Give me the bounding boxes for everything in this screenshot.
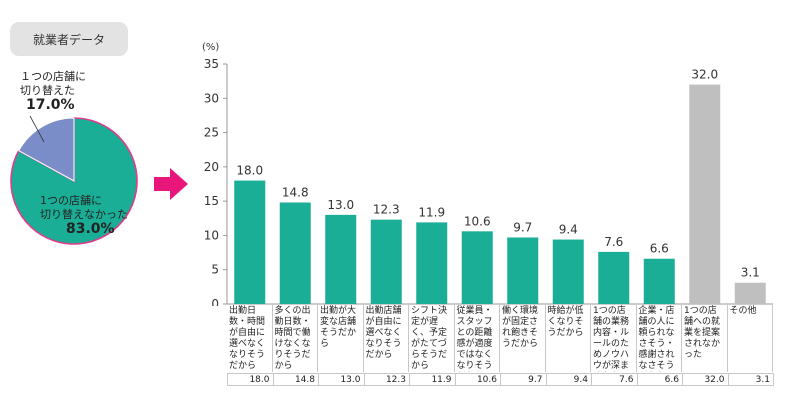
bar-data-label: 7.6 [604, 235, 623, 249]
table-value-cell: 6.6 [637, 373, 683, 386]
table-value-cell: 3.1 [728, 373, 774, 386]
pie-label-switched: １つの店舗に 切り替えた 17.0% [20, 70, 86, 112]
pie-label-not-switched-line1: 1つの店舗に [40, 194, 102, 207]
pie-slice-switched [18, 117, 75, 182]
category-label-row: 出勤日数・時間が自由に選べなくなりそうだから 多くの出勤日数・時間で働けなくなりそ… [227, 304, 773, 372]
x-category-label: 時給が低くなりそうだから [546, 304, 591, 372]
y-tick-label: 0 [211, 297, 219, 306]
y-tick-label: 5 [211, 263, 219, 277]
value-table-row: 18.0 14.8 13.0 12.3 11.9 10.6 9.7 9.4 7.6 6.6 32.0… [227, 373, 774, 386]
x-category-label: 1つの店舗の業務内容・ルールのためノウハウが深まるから [591, 304, 637, 372]
bar-data-label: 6.6 [650, 242, 669, 256]
bar [643, 258, 675, 304]
table-value-cell: 11.9 [410, 373, 456, 386]
table-value-cell: 12.3 [364, 373, 410, 386]
table-value-cell: 13.0 [319, 373, 365, 386]
y-tick-label: 15 [204, 194, 219, 208]
x-category-label: その他 [728, 304, 773, 372]
pie-value-not-switched: 83.0% [66, 221, 115, 237]
bar-data-label: 9.4 [559, 223, 578, 237]
x-category-label: 働く環境が固定され飽きそうだから [500, 304, 546, 372]
bar [416, 222, 448, 304]
bar-data-label: 13.0 [327, 198, 354, 212]
x-category-label: 企業・店舗の人に頼られなさそう・感謝されなさそうだから [637, 304, 682, 372]
bar [370, 219, 402, 304]
bar [507, 237, 539, 304]
x-category-label: 1つの店舗への就業を提案されなかった [682, 304, 728, 372]
bar-data-label: 3.1 [741, 266, 760, 280]
bar [279, 202, 311, 304]
pie-svg [10, 115, 138, 245]
x-category-label: 従業員・スタッフとの距離感が適度ではなくなりそうだから [455, 304, 500, 372]
y-tick-label: 35 [204, 57, 219, 71]
y-tick-label: 20 [204, 160, 219, 174]
pie-label-not-switched-line2: 切り替えなかった [40, 208, 128, 221]
bar-chart: (%) 0 5 10 15 20 25 30 35 18.0 14.8 13.0 12.3 11.9 10.… [202, 42, 773, 306]
x-category-label: 出勤店舗が自由に選べなくなりそうだから [364, 304, 409, 372]
y-axis-unit-label: (%) [202, 42, 219, 53]
table-value-cell: 18.0 [228, 373, 274, 386]
bar [734, 282, 766, 304]
table-value-cell: 32.0 [683, 373, 729, 386]
pie-leader-line [29, 115, 45, 143]
bar [461, 231, 493, 304]
bar [598, 251, 630, 304]
pie-label-switched-line2: 切り替えた [20, 84, 75, 97]
right-arrow-icon [154, 168, 188, 200]
data-badge: 就業者データ [10, 22, 128, 56]
y-tick-label: 10 [204, 228, 219, 242]
y-tick-label: 30 [204, 91, 219, 105]
bar-data-label: 32.0 [691, 68, 718, 82]
bar-data-label: 10.6 [464, 214, 491, 228]
pie-label-switched-line1: １つの店舗に [20, 70, 86, 83]
table-value-cell: 7.6 [592, 373, 638, 386]
y-tick-label: 25 [204, 126, 219, 140]
x-category-label: 多くの出勤日数・時間で働けなくなりそうだから [273, 304, 318, 372]
table-value-cell: 9.7 [501, 373, 547, 386]
pie-label-not-switched: 1つの店舗に 切り替えなかった 83.0% [40, 194, 128, 236]
x-category-label: シフト決定が遅く、予定がたてづらそうだから [409, 304, 455, 372]
pie-chart: １つの店舗に 切り替えた 17.0% 1つの店舗に 切り替えなかった 83.0% [0, 60, 160, 320]
bar-data-label: 12.3 [373, 203, 400, 217]
table-value-cell: 10.6 [455, 373, 501, 386]
x-category-label: 出勤が大変な店舗そうだから [318, 304, 364, 372]
pie-value-switched: 17.0% [26, 97, 75, 113]
bar [234, 180, 266, 304]
x-category-label: 出勤日数・時間が自由に選べなくなりそうだから [227, 304, 273, 372]
table-value-cell: 14.8 [273, 373, 319, 386]
bar [325, 214, 357, 304]
bar-data-label: 9.7 [513, 220, 532, 234]
bar [689, 84, 721, 304]
bar-data-label: 14.8 [282, 186, 309, 200]
table-value-cell: 9.4 [546, 373, 592, 386]
bar-data-label: 18.0 [236, 164, 263, 178]
bar-data-label: 11.9 [418, 205, 445, 219]
bar [552, 239, 584, 304]
